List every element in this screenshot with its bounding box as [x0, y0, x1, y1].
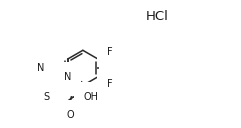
Text: HCl: HCl — [146, 10, 168, 23]
Text: OH: OH — [83, 92, 98, 102]
Text: F: F — [107, 47, 113, 57]
Text: N: N — [37, 63, 44, 73]
Text: O: O — [67, 110, 74, 120]
Text: S: S — [43, 92, 49, 102]
Text: F: F — [107, 79, 113, 89]
Text: N: N — [64, 72, 71, 82]
